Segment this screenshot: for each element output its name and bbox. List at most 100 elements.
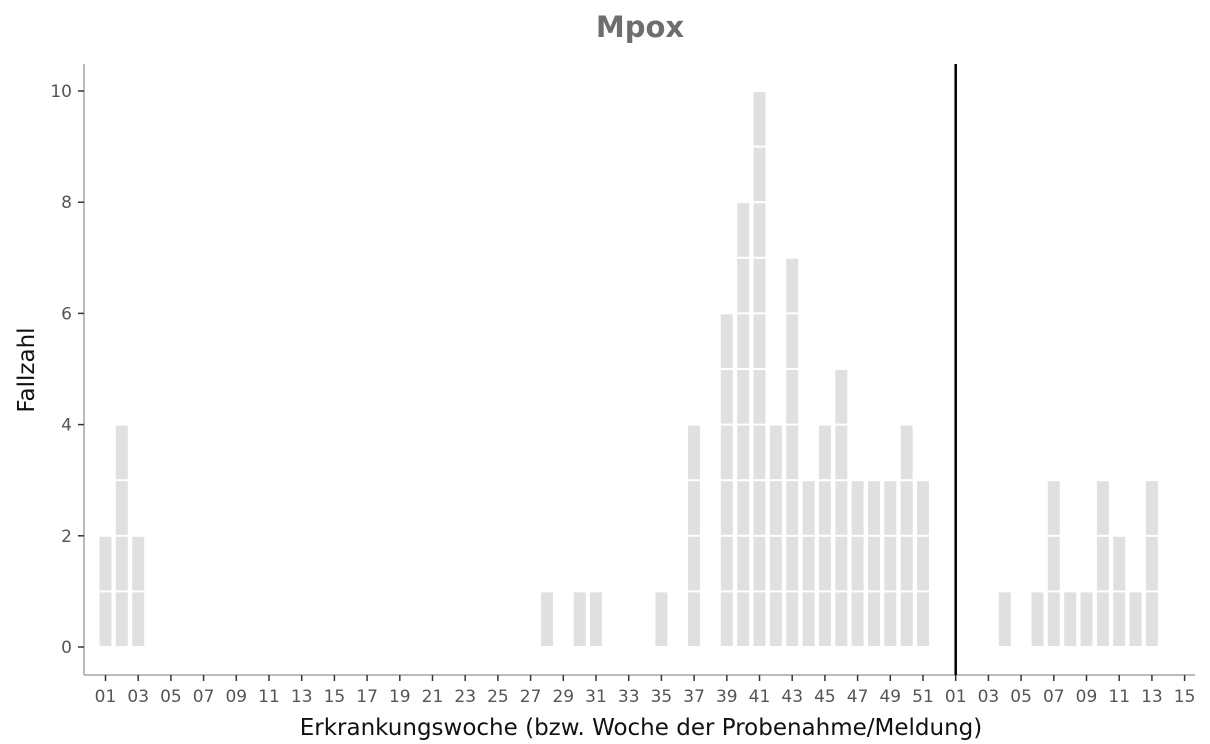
bar-case-cell [688,536,701,591]
x-tick-label: 05 [1010,687,1032,707]
bar-case-cell [688,481,701,535]
bar-case-cell [688,592,701,646]
bar-case-cell [818,425,831,480]
bar-case-cell [884,536,897,591]
x-tick-label: 15 [324,687,346,707]
bar-case-cell [917,592,929,646]
bar-case-cell [786,370,799,424]
bar-case-cell [786,536,799,591]
bar-case-cell [769,592,782,646]
y-axis-title: Fallzahl [14,327,40,412]
bar-case-cell [818,592,831,646]
bar-case-cell [1129,592,1142,646]
bar-case-cell [753,314,766,368]
y-tick-label: 4 [61,416,72,436]
bar-case-cell [835,592,848,646]
bar-case-cell [132,536,145,591]
x-tick-label: 09 [1076,687,1098,707]
bar-case-cell [720,536,733,591]
bar-case-cell [1064,592,1077,646]
bar-case-cell [868,592,880,646]
bar-case-cell [786,258,799,313]
bar-case-cell [1031,592,1044,646]
bar-case-cell [1096,592,1109,646]
bar-case-cell [786,314,799,368]
chart-title: Mpox [595,10,685,44]
bar-case-cell [835,425,848,480]
bar-case-cell [753,258,766,313]
x-tick-label: 41 [749,687,771,707]
bar-case-cell [769,536,782,591]
bar-case-cell [1113,592,1126,646]
y-tick-label: 0 [61,638,72,658]
x-tick-label: 19 [389,687,411,707]
x-tick-label: 11 [1108,687,1130,707]
bar-case-cell [900,536,913,591]
x-tick-label: 49 [879,687,901,707]
bar-case-cell [590,592,602,646]
bar-case-cell [868,481,880,535]
bar-case-cell [900,592,913,646]
bar-case-cell [688,425,701,480]
x-tick-label: 35 [651,687,673,707]
bar-case-cell [541,592,553,646]
bar-case-cell [132,592,145,646]
x-axis-title: Erkrankungswoche (bzw. Woche der Probena… [300,715,983,741]
bar-case-cell [786,592,799,646]
bar-case-cell [802,592,815,646]
bar-case-cell [818,536,831,591]
x-tick-label: 07 [1043,687,1065,707]
bar-case-cell [1080,592,1093,646]
x-tick-label: 13 [1141,687,1163,707]
bar-case-cell [1047,481,1060,535]
x-tick-label: 43 [781,687,803,707]
x-tick-label: 39 [716,687,738,707]
bars-group [99,92,1158,646]
bar-case-cell [1145,592,1158,646]
bar-case-cell [835,370,848,424]
bar-case-cell [737,425,750,480]
x-tick-label: 33 [618,687,640,707]
bar-case-cell [115,425,128,480]
x-tick-label: 27 [520,687,542,707]
x-tick-label: 47 [847,687,869,707]
bar-case-cell [737,258,750,313]
x-tick-label: 37 [683,687,705,707]
axes-group: 0 2 4 6 8 10 01 03 05 07 09 11 13 15 17 19 21 23 25 27 29 31 3… [50,64,1195,707]
bar-case-cell [99,592,112,646]
bar-case-cell [1113,536,1126,591]
bar-case-cell [917,536,929,591]
bar-case-cell [753,147,766,202]
bar-case-cell [835,536,848,591]
x-tick-label: 17 [356,687,378,707]
bar-case-cell [786,425,799,480]
x-tick-label: 01 [945,687,967,707]
bar-case-cell [737,314,750,368]
y-tick-label: 8 [61,193,72,213]
bar-case-cell [1047,592,1060,646]
bar-case-cell [900,425,913,480]
bar-case-cell [115,481,128,535]
x-tick-label: 11 [258,687,280,707]
bar-case-cell [868,536,880,591]
bar-case-cell [573,592,586,646]
y-tick-label: 2 [61,527,72,547]
bar-case-cell [1096,481,1109,535]
x-tick-label: 01 [95,687,117,707]
x-tick-label: 25 [487,687,509,707]
x-tick-label: 15 [1174,687,1196,707]
bar-case-cell [802,536,815,591]
bar-case-cell [99,536,112,591]
x-tick-label: 45 [814,687,836,707]
bar-case-cell [753,370,766,424]
bar-case-cell [115,592,128,646]
bar-case-cell [753,92,766,146]
x-tick-label: 23 [454,687,476,707]
bar-case-cell [884,592,897,646]
x-tick-label: 05 [160,687,182,707]
y-tick-label: 6 [61,304,72,324]
x-tick-label: 21 [422,687,444,707]
x-tick-label: 03 [978,687,1000,707]
bar-case-cell [737,203,750,257]
